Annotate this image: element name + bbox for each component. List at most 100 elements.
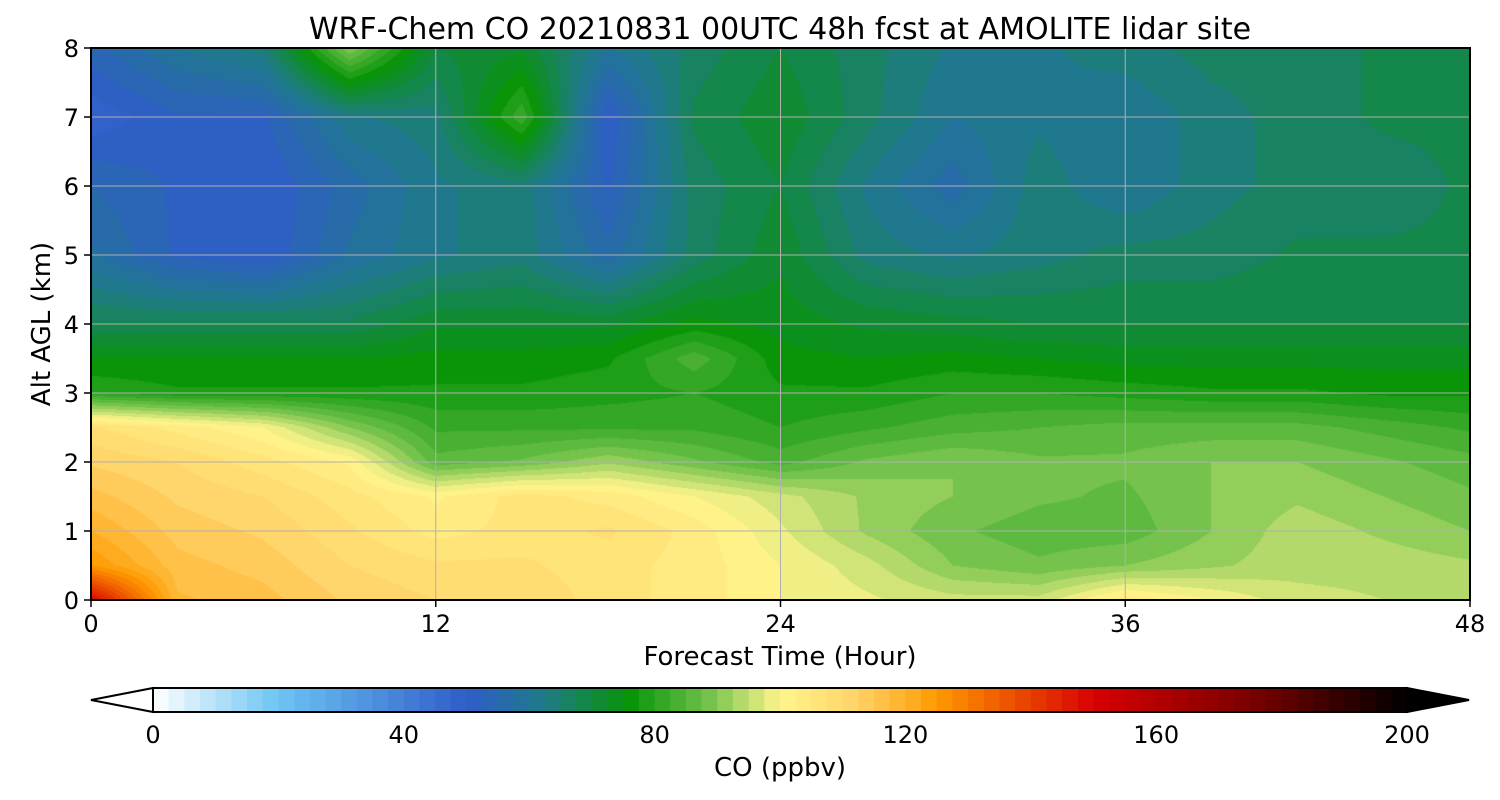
y-tick-label: 6: [64, 173, 79, 201]
y-tick-label: 7: [64, 104, 79, 132]
colorbar-bin: [544, 688, 562, 712]
colorbar-bin: [1109, 688, 1126, 712]
chart-title: WRF-Chem CO 20210831 00UTC 48h fcst at A…: [309, 12, 1251, 47]
colorbar-bin: [576, 688, 593, 712]
colorbar: 0 40 80 120 160 200 CO (ppbv): [90, 686, 1470, 783]
colorbar-bin: [858, 688, 875, 712]
colorbar-bin: [231, 688, 248, 712]
colorbar-bin: [670, 688, 687, 712]
x-tick-label: 0: [83, 610, 98, 638]
colorbar-bin: [247, 688, 264, 712]
colorbar-bin: [983, 688, 1001, 712]
colorbar-bin: [795, 688, 812, 712]
colorbar-bin: [482, 688, 499, 712]
x-axis: 0 12 24 36 48: [83, 600, 1485, 638]
colorbar-tick-label: 160: [1133, 721, 1179, 749]
x-tick-label: 36: [1110, 610, 1141, 638]
colorbar-bin: [168, 688, 185, 712]
grid-lines: [91, 48, 1470, 600]
colorbar-bin: [638, 688, 656, 712]
colorbar-bin: [968, 688, 985, 712]
colorbar-bin: [513, 688, 530, 712]
x-tick-label: 12: [420, 610, 451, 638]
colorbar-extend-high: [1406, 686, 1470, 714]
colorbar-bin: [936, 688, 954, 712]
colorbar-bin: [1250, 688, 1267, 712]
colorbar-bin: [388, 688, 405, 712]
colorbar-bin: [1140, 688, 1157, 712]
colorbar-tick-label: 0: [145, 721, 160, 749]
colorbar-bin: [1375, 688, 1392, 712]
colorbar-bin: [811, 688, 828, 712]
colorbar-bin: [1297, 688, 1314, 712]
y-axis-label: Alt AGL (km): [27, 242, 57, 406]
colorbar-bin: [1391, 688, 1408, 712]
y-tick-label: 4: [64, 311, 79, 339]
colorbar-extend-low: [90, 686, 154, 714]
colorbar-bin: [827, 688, 844, 712]
y-tick-label: 1: [64, 518, 79, 546]
colorbar-bin: [215, 688, 232, 712]
colorbar-bin: [701, 688, 718, 712]
y-tick-label: 5: [64, 242, 79, 270]
colorbar-bin: [450, 688, 468, 712]
colorbar-bin: [1062, 688, 1079, 712]
colorbar-bin: [1046, 688, 1063, 712]
colorbar-bin: [1093, 688, 1110, 712]
colorbar-tick-label: 40: [389, 721, 420, 749]
y-axis: 0 1 2 3 4 5 6 7 8: [64, 35, 91, 615]
colorbar-bin: [764, 688, 781, 712]
colorbar-bin: [732, 688, 750, 712]
colorbar-bin: [1171, 688, 1189, 712]
plot-area: [90, 47, 1471, 601]
colorbar-bin: [435, 688, 452, 712]
colorbar-bin: [685, 688, 703, 712]
colorbar-bin: [1218, 688, 1236, 712]
colorbar-bin: [874, 688, 891, 712]
colorbar-bin: [200, 688, 217, 712]
y-tick-label: 3: [64, 380, 79, 408]
colorbar-tick-label: 200: [1384, 721, 1430, 749]
colorbar-bin: [921, 688, 938, 712]
colorbar-bin: [748, 688, 765, 712]
colorbar-bin: [1234, 688, 1251, 712]
colorbar-tick-label: 80: [639, 721, 670, 749]
colorbar-bin: [1359, 688, 1377, 712]
colorbar-bin: [1281, 688, 1298, 712]
colorbar-bin: [560, 688, 577, 712]
colorbar-bin: [1203, 688, 1220, 712]
colorbar-bin: [262, 688, 279, 712]
y-tick-label: 8: [64, 35, 79, 63]
colorbar-bin: [1312, 688, 1330, 712]
colorbar-bin: [1187, 688, 1204, 712]
colorbar-bins: [153, 688, 1408, 712]
colorbar-bin: [419, 688, 436, 712]
colorbar-bin: [309, 688, 327, 712]
colorbar-bin: [889, 688, 906, 712]
colorbar-bin: [999, 688, 1016, 712]
y-tick-label: 0: [64, 587, 79, 615]
colorbar-bin: [952, 688, 969, 712]
colorbar-bin: [623, 688, 640, 712]
colorbar-bin: [905, 688, 922, 712]
colorbar-bin: [294, 688, 311, 712]
colorbar-bin: [529, 688, 546, 712]
colorbar-bin: [153, 688, 170, 712]
colorbar-frame: [152, 687, 1408, 713]
colorbar-bin: [325, 688, 342, 712]
colorbar-bin: [842, 688, 859, 712]
colorbar-bin: [1344, 688, 1361, 712]
colorbar-label: CO (ppbv): [714, 753, 846, 783]
colorbar-bin: [356, 688, 374, 712]
colorbar-bin: [466, 688, 483, 712]
colorbar-bin: [1124, 688, 1142, 712]
colorbar-bin: [1030, 688, 1048, 712]
colorbar-bin: [372, 688, 389, 712]
colorbar-bin: [1265, 688, 1283, 712]
colorbar-tick-label: 120: [882, 721, 928, 749]
colorbar-bin: [607, 688, 624, 712]
colorbar-bin: [780, 688, 797, 712]
colorbar-bin: [1156, 688, 1173, 712]
colorbar-bin: [591, 688, 609, 712]
